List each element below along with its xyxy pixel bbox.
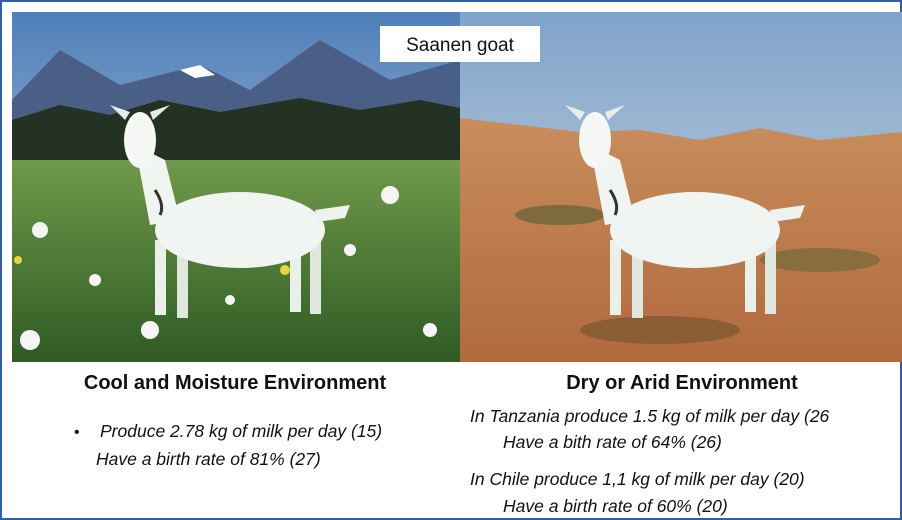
bullet: • bbox=[74, 424, 80, 441]
page: {"header": {"title": "Saanen goat"}, "pa… bbox=[0, 0, 902, 520]
panel-line: In Chile produce 1,1 kg of milk per day … bbox=[470, 469, 805, 489]
panel-line: Have a birth rate of 60% (20) bbox=[503, 496, 728, 516]
panel-heading: Cool and Moisture Environment bbox=[84, 372, 387, 394]
panel-line: Have a bith rate of 64% (26) bbox=[503, 432, 722, 452]
cool-photo bbox=[12, 12, 460, 362]
arid-photo bbox=[460, 12, 902, 362]
figure: Saanen goat Cool and Moisture Environmen… bbox=[0, 0, 902, 520]
title: Saanen goat bbox=[406, 35, 514, 56]
panel-line: Have a birth rate of 81% (27) bbox=[96, 449, 321, 469]
panel-line: Produce 2.78 kg of milk per day (15) bbox=[100, 421, 382, 441]
panel-line: In Tanzania produce 1.5 kg of milk per d… bbox=[470, 406, 830, 426]
panel-heading: Dry or Arid Environment bbox=[566, 372, 798, 394]
